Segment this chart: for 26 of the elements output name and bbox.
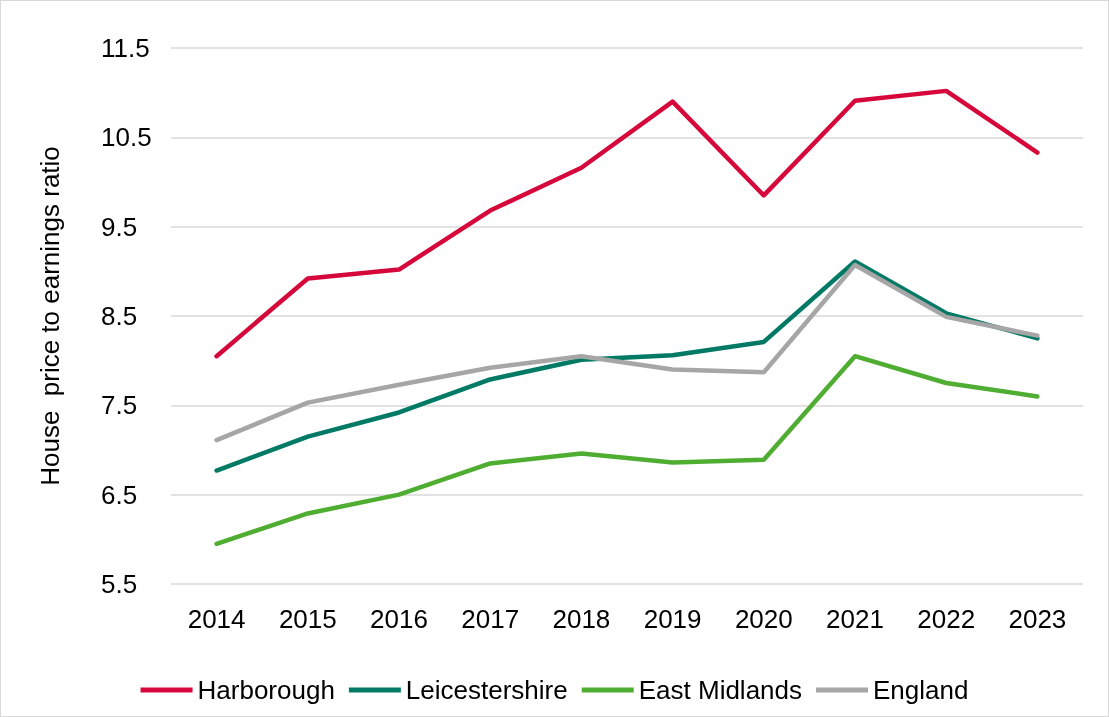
y-axis-title: House price to earnings ratio (35, 146, 65, 486)
line-series (214, 262, 1040, 443)
y-tick-label: 8.5 (101, 301, 138, 331)
y-tick-label: 11.5 (101, 33, 150, 63)
y-tick-label: 5.5 (101, 569, 138, 599)
line-series (214, 353, 1040, 547)
legend-label: East Midlands (638, 675, 803, 705)
line-series (214, 259, 1040, 473)
x-tick-label: 2017 (461, 604, 520, 634)
x-tick-label: 2018 (552, 604, 611, 634)
x-tick-label: 2022 (917, 604, 976, 634)
x-tick-label: 2015 (278, 604, 337, 634)
line-series (214, 88, 1040, 359)
y-tick-label: 9.5 (101, 211, 138, 242)
x-tick-label: 2023 (1008, 604, 1067, 634)
x-tick-label: 2019 (643, 604, 702, 634)
x-tick-label: 2020 (734, 604, 793, 634)
legend-label: England (873, 675, 969, 705)
y-tick-label: 6.5 (101, 479, 138, 510)
legend-label: Harborough (197, 675, 335, 705)
legend-label: Leicestershire (405, 675, 568, 705)
x-tick-label: 2014 (187, 604, 246, 634)
y-tick-label: 7.5 (101, 390, 138, 421)
x-tick-label: 2021 (826, 604, 884, 634)
y-tick-label: 10.5 (101, 122, 152, 153)
x-tick-label: 2016 (370, 604, 428, 634)
